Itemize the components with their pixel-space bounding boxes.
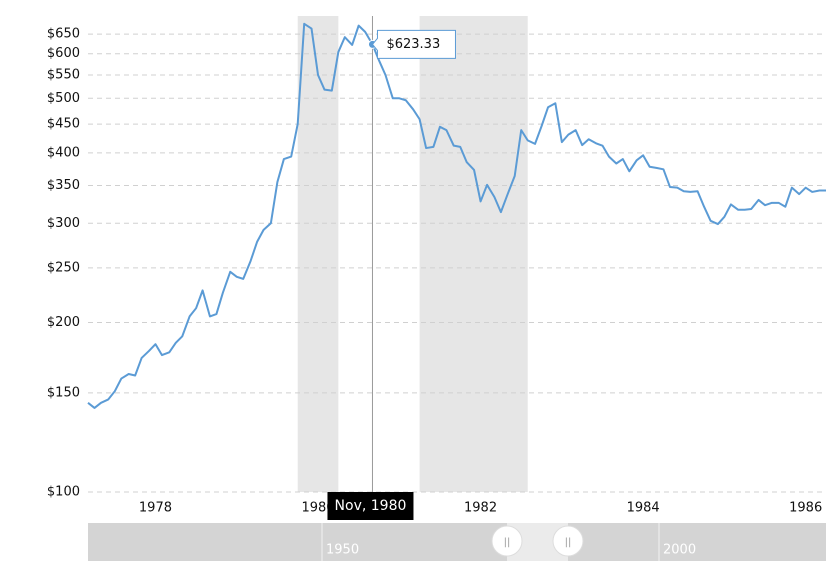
tooltip-layer: $623.33 Nov, 1980	[327, 16, 456, 520]
y-tick-label: $550	[47, 67, 80, 82]
y-tick-label: $450	[47, 117, 80, 132]
y-tick-label: $400	[47, 145, 80, 160]
x-tick-label: 1986	[789, 501, 822, 516]
tooltip-box	[371, 29, 456, 59]
x-tick-label: 1980	[301, 501, 334, 516]
price-line	[87, 22, 826, 409]
grid-layer: $100 $150 $200 $250 $300 $350 $400 $450 $500 $550…	[47, 27, 826, 516]
x-tick-label: 1978	[139, 501, 172, 516]
y-tick-label: $100	[47, 485, 80, 500]
y-tick-label: $300	[47, 216, 80, 231]
tooltip-value: $623.33	[386, 37, 440, 52]
y-tick-label: $250	[47, 260, 80, 275]
plot-layer	[87, 22, 826, 409]
y-tick-label: $500	[47, 91, 80, 106]
recession-band	[297, 16, 339, 492]
y-tick-label: $350	[47, 178, 80, 193]
y-tick-label: $150	[47, 385, 80, 400]
tooltip-x-label: Nov, 1980	[335, 498, 407, 514]
handle-grip: ||	[565, 537, 572, 548]
navigator-handle[interactable]	[552, 525, 584, 557]
x-tick-label: 1984	[627, 501, 660, 516]
navigator-label: 1950	[326, 543, 359, 558]
x-tick-label: 1982	[464, 501, 497, 516]
handle-grip: ||	[504, 537, 511, 548]
recession-layer	[297, 16, 528, 492]
x-label-box	[327, 492, 414, 520]
navigator-label: 2000	[663, 543, 696, 558]
y-tick-label: $600	[47, 46, 80, 61]
navigator-handle[interactable]	[491, 525, 523, 557]
navigator-track	[88, 523, 826, 561]
recession-band	[419, 16, 528, 492]
navigator[interactable]: 1950 2000 || ||	[88, 523, 826, 561]
y-tick-label: $200	[47, 315, 80, 330]
y-tick-label: $650	[47, 27, 80, 42]
